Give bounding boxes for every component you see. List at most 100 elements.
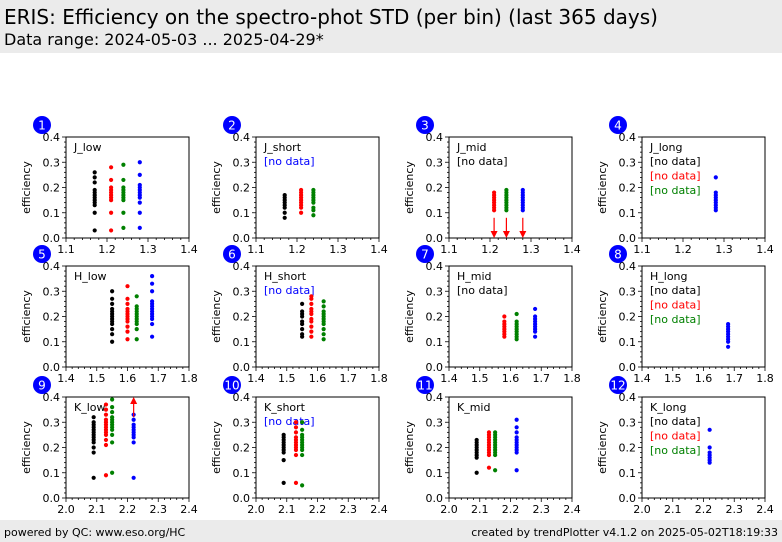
x-tick-label: 2.1	[278, 503, 296, 516]
plot-frame	[641, 396, 766, 499]
data-point-blue	[150, 289, 155, 294]
data-point-blue	[150, 281, 155, 286]
footer-bar: powered by QC: www.eso.org/HC created by…	[0, 520, 782, 542]
data-point-green	[514, 311, 519, 317]
x-tick-label: 1.1	[57, 243, 75, 256]
out-of-range-arrowhead	[490, 231, 498, 238]
data-point-red	[125, 306, 130, 312]
y-axis-label: efficiency	[403, 421, 416, 474]
data-point-red	[293, 420, 299, 425]
x-tick-label: 1.3	[329, 243, 347, 256]
panel-label: K_low	[74, 401, 106, 414]
x-tick-label: 1.7	[340, 372, 358, 385]
plot-frame	[255, 396, 380, 499]
panel-number-badge	[416, 376, 434, 394]
panel-label: K_short	[264, 401, 306, 414]
data-point-green	[321, 327, 326, 332]
x-tick-label: 1.3	[139, 243, 157, 256]
x-tick-label: 1.4	[633, 372, 651, 385]
x-tick-label: 2.3	[533, 503, 551, 516]
no-data-note: [no data]	[650, 184, 701, 197]
y-axis-label: efficiency	[20, 421, 33, 474]
plot-frame	[255, 136, 380, 239]
data-point-red	[109, 228, 114, 233]
data-point-black	[110, 339, 115, 344]
panel-number-badge	[33, 116, 51, 134]
y-axis-label: efficiency	[403, 161, 416, 214]
panel-number-badge	[416, 245, 434, 263]
y-tick-label: 0.2	[426, 442, 444, 455]
y-tick-label: 0.4	[43, 391, 61, 404]
x-tick-label: 1.2	[481, 243, 499, 256]
data-point-red	[103, 437, 109, 443]
y-tick-label: 0.2	[619, 442, 637, 455]
y-tick-label: 0.0	[43, 361, 61, 374]
data-point-black	[92, 175, 97, 180]
page-subtitle: Data range: 2024-05-03 ... 2025-04-29*	[4, 30, 324, 49]
panel-number: 12	[610, 379, 625, 393]
data-point-black	[300, 327, 305, 332]
data-point-blue	[137, 172, 142, 177]
y-tick-label: 0.0	[619, 361, 637, 374]
data-point-red	[125, 284, 130, 289]
y-tick-label: 0.1	[233, 467, 251, 480]
data-point-green	[121, 185, 126, 190]
data-point-red	[125, 324, 130, 329]
out-of-range-arrowhead	[130, 397, 138, 404]
x-tick-label: 2.2	[695, 503, 713, 516]
footer-credit: powered by QC: www.eso.org/HC	[4, 526, 186, 539]
data-point-red	[125, 337, 130, 342]
panel-number: 7	[421, 248, 429, 262]
panel-number-badge	[416, 116, 434, 134]
panel-9: 2.0 2.1 2.2 2.3 2.4 0.0 0.1 0.2 0.3 0.4 efficiency…	[20, 376, 198, 516]
data-point-green	[134, 304, 139, 309]
y-tick-label: 0.2	[619, 182, 637, 195]
panel-3: 1.1 1.2 1.3 1.4 0.0 0.1 0.2 0.3 0.4 efficiency 3 J_…	[403, 116, 581, 256]
footer-timestamp: created by trendPlotter v4.1.2 on 2025-0…	[471, 526, 778, 539]
data-point-blue	[150, 299, 155, 304]
data-point-black	[91, 445, 96, 450]
plot-frame	[65, 136, 190, 239]
data-point-green	[121, 177, 126, 183]
x-tick-label: 1.6	[695, 372, 713, 385]
panel-number: 6	[228, 248, 236, 262]
no-data-note: [no data]	[650, 430, 701, 443]
data-point-black	[91, 475, 96, 480]
data-point-blue	[131, 417, 136, 422]
y-tick-label: 0.4	[619, 260, 637, 273]
x-tick-label: 1.4	[180, 243, 198, 256]
data-point-green	[110, 410, 115, 415]
data-point-blue	[514, 435, 519, 440]
data-point-blue	[707, 445, 712, 450]
x-tick-label: 1.7	[533, 372, 551, 385]
data-point-black	[300, 332, 305, 337]
data-point-green	[300, 427, 305, 432]
data-point-red	[293, 452, 299, 458]
y-tick-label: 0.3	[233, 156, 251, 169]
data-point-blue	[137, 200, 142, 205]
y-tick-label: 0.4	[426, 391, 444, 404]
data-point-red	[299, 187, 304, 193]
data-point-red	[309, 334, 314, 339]
y-tick-label: 0.3	[43, 285, 61, 298]
data-point-green	[311, 187, 316, 193]
plot-frame	[448, 136, 573, 239]
panel-number: 5	[38, 248, 46, 262]
data-point-black	[110, 327, 115, 332]
x-tick-label: 1.5	[278, 372, 296, 385]
plot-frame	[65, 396, 190, 499]
x-tick-label: 1.1	[440, 243, 458, 256]
x-tick-label: 2.2	[309, 503, 327, 516]
panel-2: 1.1 1.2 1.3 1.4 0.0 0.1 0.2 0.3 0.4 efficiency 2 J_…	[210, 116, 388, 256]
data-point-black	[300, 301, 305, 306]
y-tick-label: 0.1	[233, 207, 251, 220]
data-point-red	[309, 306, 314, 312]
data-point-black	[91, 420, 96, 425]
x-tick-label: 2.0	[440, 503, 458, 516]
data-point-black	[110, 289, 115, 294]
data-point-red	[293, 430, 299, 435]
panel-label: H_low	[74, 270, 107, 283]
x-tick-label: 1.1	[247, 243, 265, 256]
panel-label: J_low	[73, 141, 102, 154]
y-tick-label: 0.0	[426, 492, 444, 505]
